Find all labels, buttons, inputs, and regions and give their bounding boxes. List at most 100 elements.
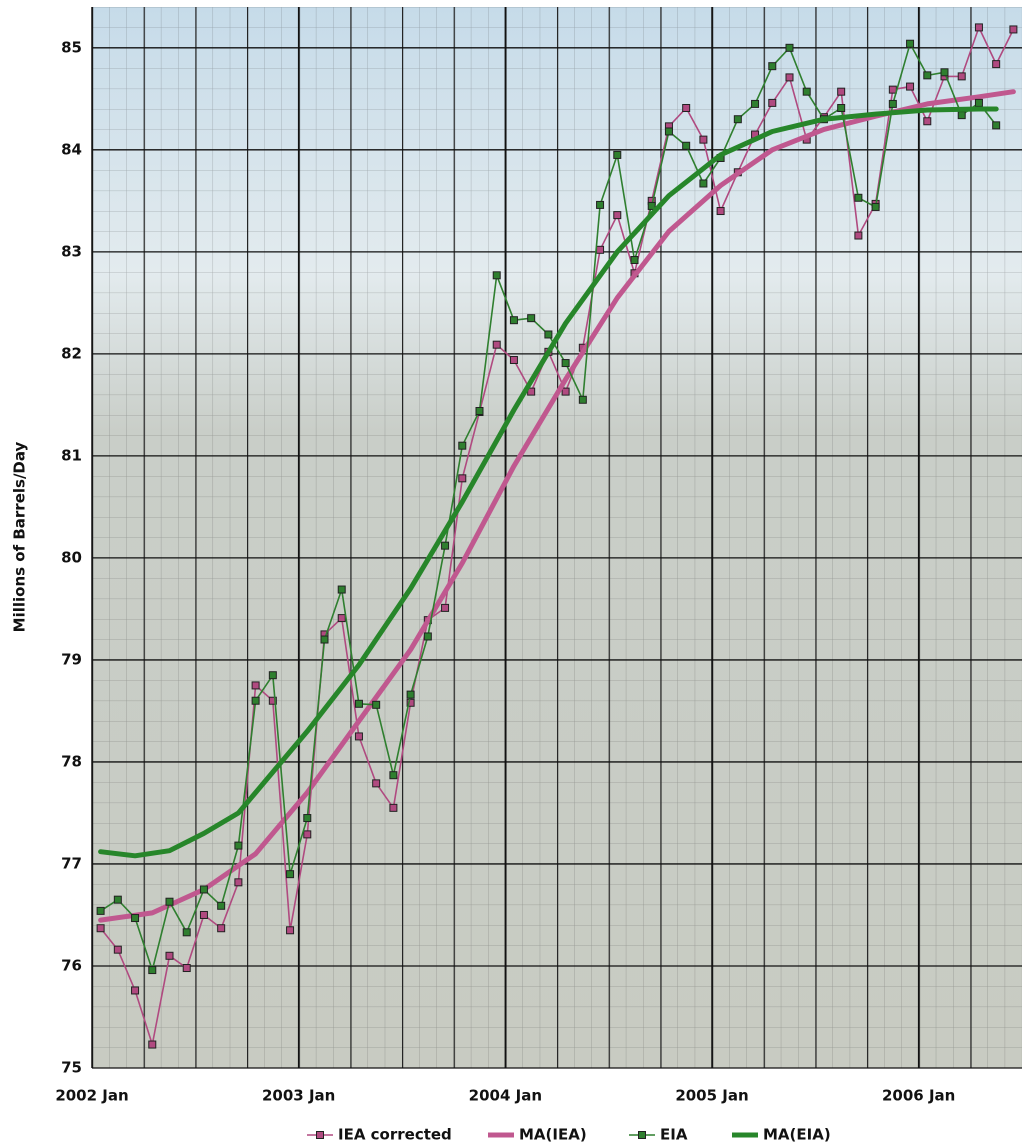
x-tick-label: 2006 Jan bbox=[882, 1087, 955, 1105]
data-point bbox=[182, 928, 191, 937]
legend-marker bbox=[316, 1131, 324, 1139]
data-point bbox=[509, 316, 518, 325]
data-point bbox=[286, 870, 295, 879]
data-point bbox=[664, 127, 673, 136]
data-point bbox=[768, 62, 777, 71]
data-point bbox=[716, 207, 725, 216]
data-point bbox=[699, 135, 708, 144]
data-point bbox=[596, 200, 605, 209]
data-point bbox=[354, 699, 363, 708]
data-point bbox=[406, 698, 415, 707]
data-point bbox=[96, 906, 105, 915]
data-point bbox=[785, 73, 794, 82]
legend-marker bbox=[638, 1131, 646, 1139]
data-point bbox=[268, 671, 277, 680]
quarter-grid bbox=[92, 7, 1022, 1068]
data-point bbox=[957, 72, 966, 81]
y-tick-label: 78 bbox=[61, 752, 82, 770]
y-tick-label: 76 bbox=[61, 956, 82, 974]
data-point bbox=[509, 355, 518, 364]
data-point bbox=[733, 115, 742, 124]
y-tick-label: 85 bbox=[61, 38, 82, 56]
data-point bbox=[492, 271, 501, 280]
data-point bbox=[389, 771, 398, 780]
data-point bbox=[320, 635, 329, 644]
data-point bbox=[354, 732, 363, 741]
data-point bbox=[113, 895, 122, 904]
y-tick-label: 83 bbox=[61, 242, 82, 260]
data-point bbox=[458, 474, 467, 483]
moving-average-line bbox=[98, 106, 999, 859]
legend-label: MA(IEA) bbox=[519, 1126, 587, 1144]
data-point bbox=[286, 926, 295, 935]
legend-label: MA(EIA) bbox=[763, 1126, 831, 1144]
data-point bbox=[596, 245, 605, 254]
data-point bbox=[96, 924, 105, 933]
y-tick-label: 81 bbox=[61, 446, 82, 464]
data-point bbox=[768, 98, 777, 107]
data-point bbox=[906, 82, 915, 91]
data-point bbox=[199, 885, 208, 894]
data-point bbox=[131, 986, 140, 995]
y-axis-label: Millions of Barrels/Day bbox=[11, 441, 29, 632]
data-point bbox=[268, 696, 277, 705]
x-tick-label: 2002 Jan bbox=[55, 1087, 128, 1105]
data-point bbox=[492, 340, 501, 349]
data-point bbox=[165, 951, 174, 960]
data-point bbox=[871, 202, 880, 211]
data-point bbox=[888, 99, 897, 108]
data-point bbox=[337, 585, 346, 594]
data-point bbox=[751, 99, 760, 108]
data-point bbox=[802, 87, 811, 96]
data-point bbox=[561, 387, 570, 396]
data-point bbox=[337, 614, 346, 623]
data-point bbox=[682, 103, 691, 112]
data-point bbox=[372, 700, 381, 709]
data-point bbox=[630, 256, 639, 265]
data-point bbox=[957, 111, 966, 120]
data-point bbox=[974, 23, 983, 32]
data-point bbox=[613, 211, 622, 220]
data-point bbox=[458, 441, 467, 450]
data-point bbox=[475, 406, 484, 415]
data-point bbox=[940, 68, 949, 77]
data-point bbox=[251, 681, 260, 690]
data-point bbox=[423, 632, 432, 641]
data-point bbox=[837, 87, 846, 96]
data-point bbox=[217, 924, 226, 933]
data-point bbox=[992, 60, 1001, 69]
data-point bbox=[854, 193, 863, 202]
data-point bbox=[647, 201, 656, 210]
data-point bbox=[182, 964, 191, 973]
data-point bbox=[613, 150, 622, 159]
data-point bbox=[923, 71, 932, 80]
data-point bbox=[578, 395, 587, 404]
data-point bbox=[148, 1040, 157, 1049]
data-point bbox=[992, 121, 1001, 130]
x-tick-label: 2004 Jan bbox=[469, 1087, 542, 1105]
y-tick-label: 79 bbox=[61, 650, 82, 668]
legend-label: EIA bbox=[660, 1126, 688, 1144]
legend-label: IEA corrected bbox=[338, 1126, 452, 1144]
data-point bbox=[906, 39, 915, 48]
data-point bbox=[699, 179, 708, 188]
data-point bbox=[372, 779, 381, 788]
data-point bbox=[561, 359, 570, 368]
x-tick-label: 2005 Jan bbox=[675, 1087, 748, 1105]
data-point bbox=[544, 330, 553, 339]
data-point bbox=[251, 696, 260, 705]
data-point bbox=[199, 910, 208, 919]
data-point bbox=[837, 103, 846, 112]
data-point bbox=[217, 901, 226, 910]
y-tick-label: 77 bbox=[61, 854, 82, 872]
data-point bbox=[303, 814, 312, 823]
data-point bbox=[303, 830, 312, 839]
y-tick-label: 75 bbox=[61, 1059, 82, 1077]
data-point bbox=[682, 141, 691, 150]
data-point bbox=[165, 897, 174, 906]
data-point bbox=[406, 690, 415, 699]
data-point bbox=[234, 841, 243, 850]
y-tick-label: 80 bbox=[61, 548, 82, 566]
